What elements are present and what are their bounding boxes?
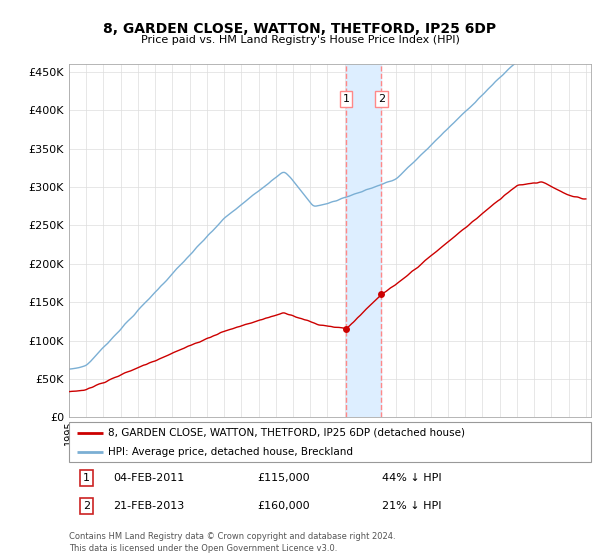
Text: HPI: Average price, detached house, Breckland: HPI: Average price, detached house, Brec… <box>108 447 353 458</box>
Text: £160,000: £160,000 <box>257 501 310 511</box>
Text: Contains HM Land Registry data © Crown copyright and database right 2024.
This d: Contains HM Land Registry data © Crown c… <box>69 532 395 553</box>
Text: 1: 1 <box>83 473 90 483</box>
Text: 2: 2 <box>83 501 90 511</box>
Text: 8, GARDEN CLOSE, WATTON, THETFORD, IP25 6DP (detached house): 8, GARDEN CLOSE, WATTON, THETFORD, IP25 … <box>108 428 465 438</box>
Text: 1: 1 <box>343 94 350 104</box>
Text: 2: 2 <box>378 94 385 104</box>
Text: 21% ↓ HPI: 21% ↓ HPI <box>382 501 442 511</box>
Text: £115,000: £115,000 <box>257 473 310 483</box>
Text: Price paid vs. HM Land Registry's House Price Index (HPI): Price paid vs. HM Land Registry's House … <box>140 35 460 45</box>
Text: 04-FEB-2011: 04-FEB-2011 <box>113 473 185 483</box>
Text: 8, GARDEN CLOSE, WATTON, THETFORD, IP25 6DP: 8, GARDEN CLOSE, WATTON, THETFORD, IP25 … <box>103 22 497 36</box>
Text: 44% ↓ HPI: 44% ↓ HPI <box>382 473 442 483</box>
Text: 21-FEB-2013: 21-FEB-2013 <box>113 501 185 511</box>
Bar <box>346 64 382 417</box>
